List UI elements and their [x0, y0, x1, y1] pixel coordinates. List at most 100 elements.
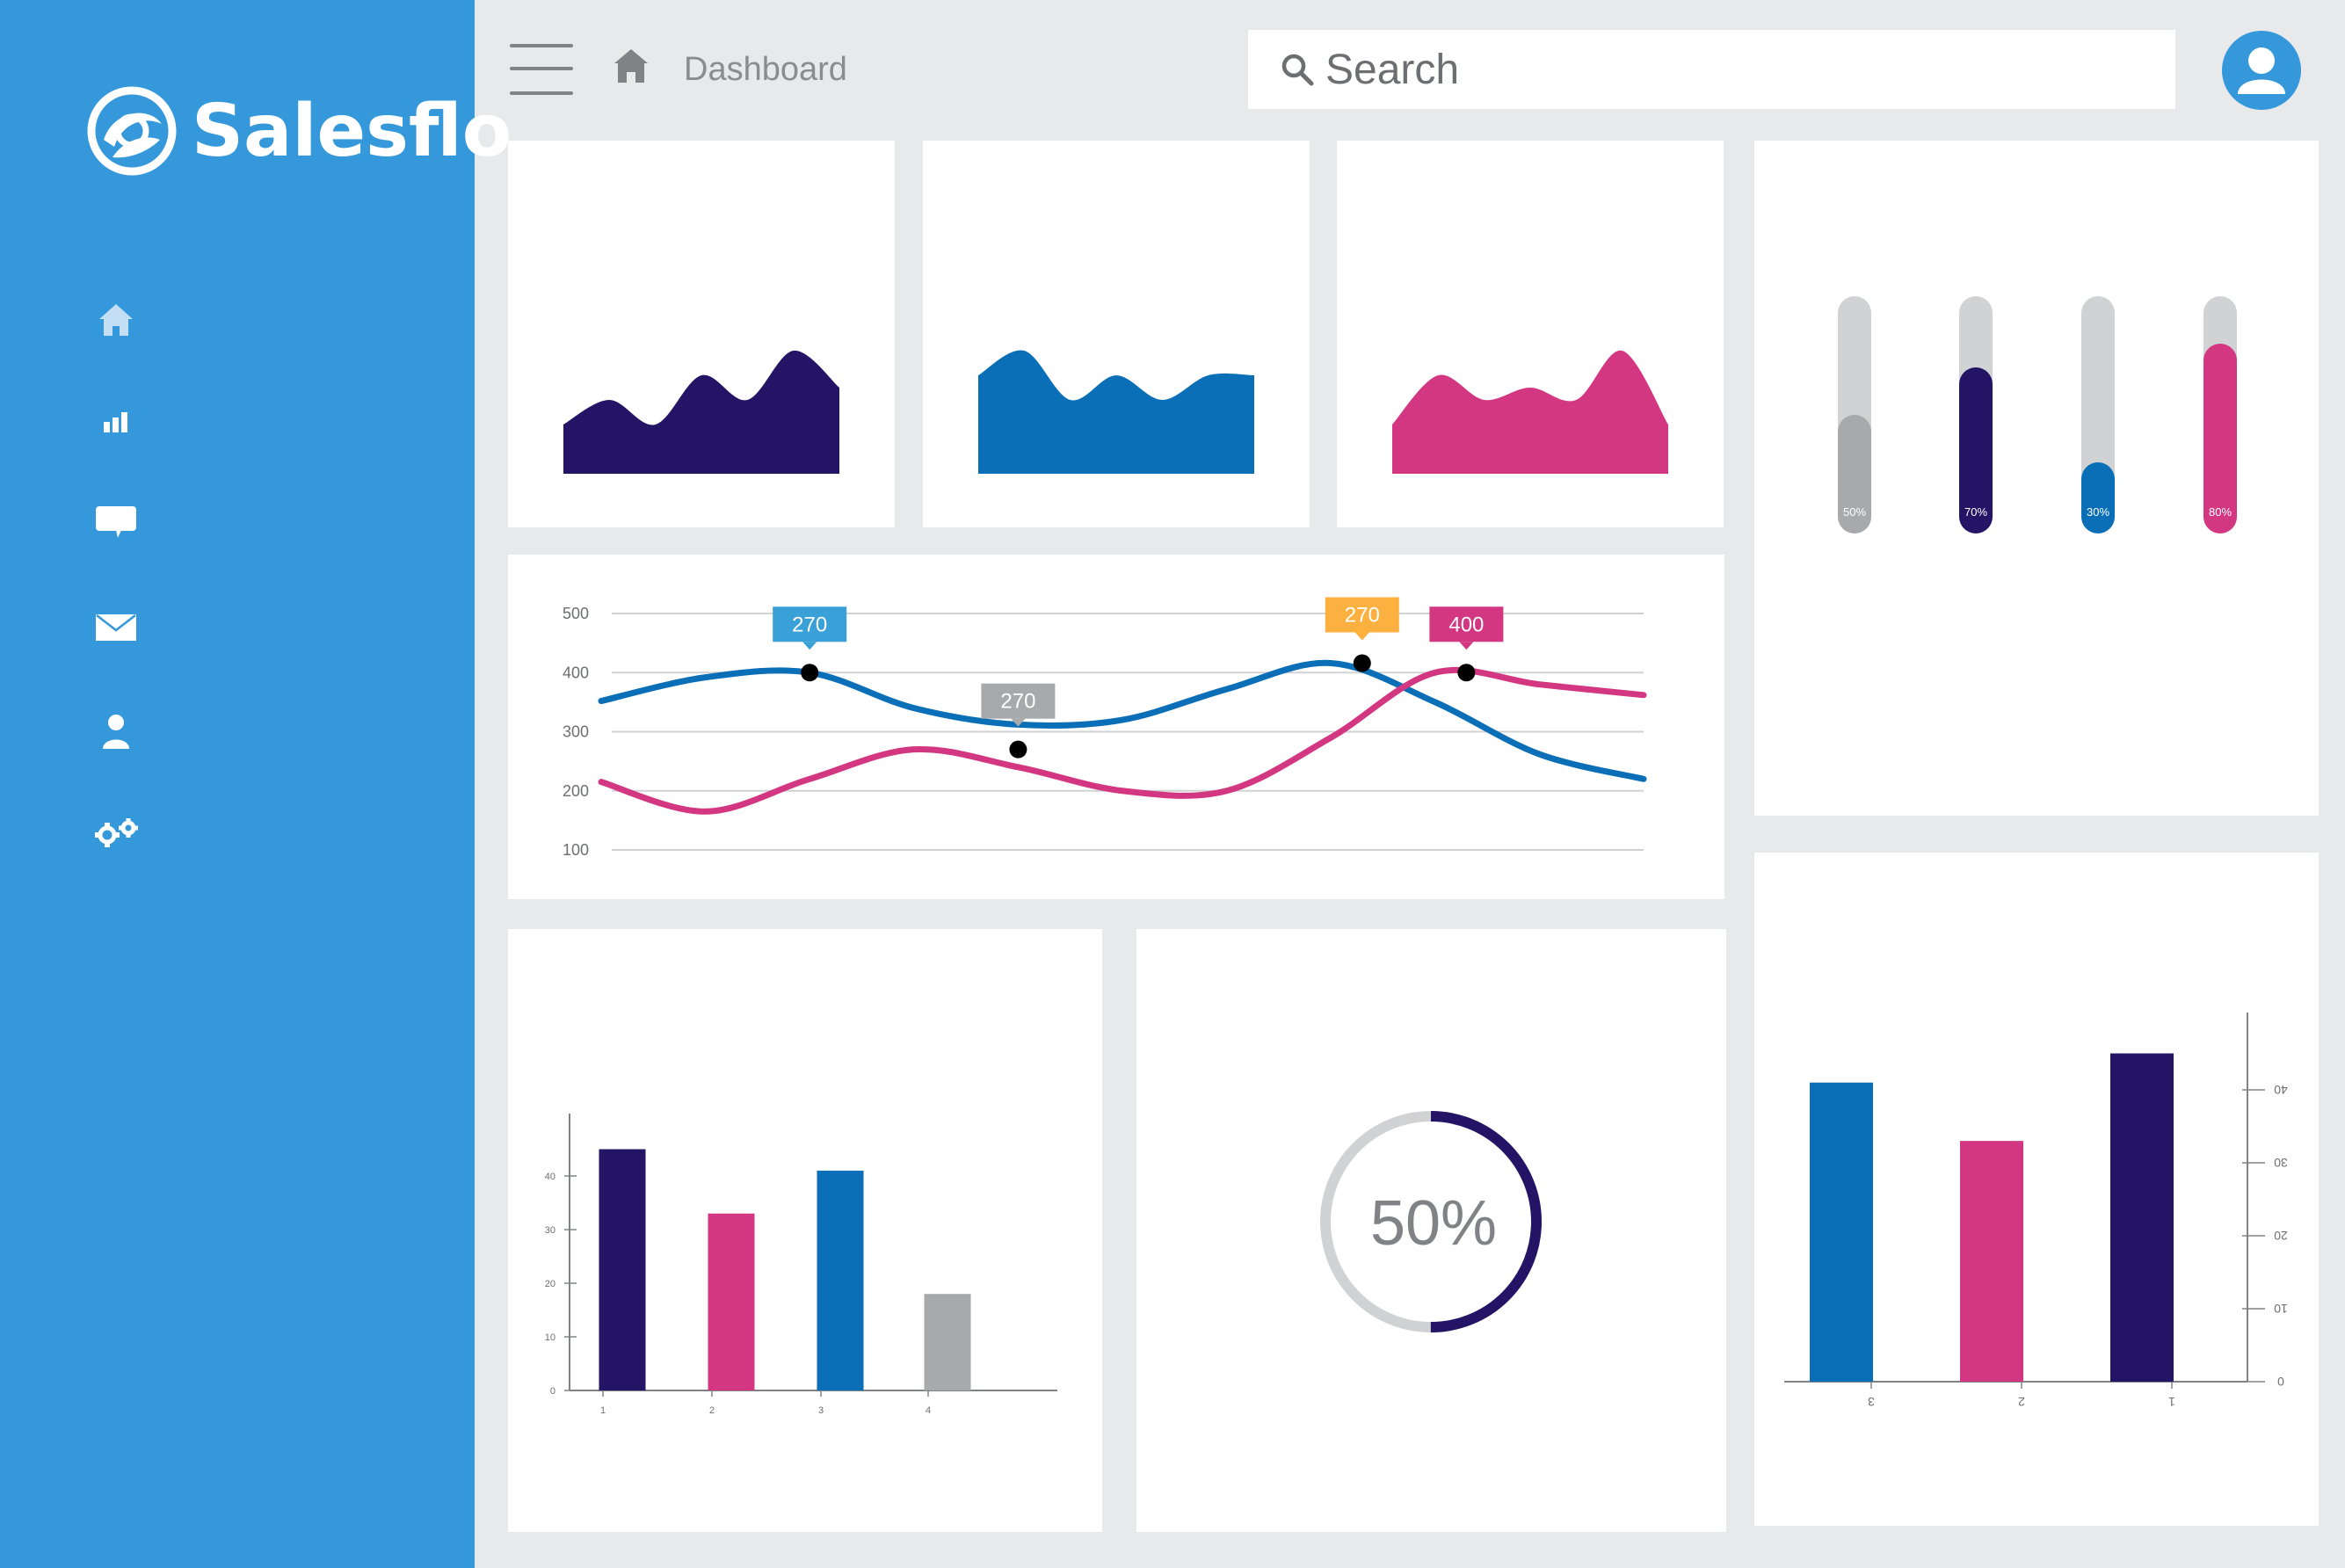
sidebar: Salesflo.	[0, 0, 539, 1568]
x-tick-label: 4	[926, 1405, 931, 1416]
callout-pointer	[1354, 632, 1369, 641]
callout-label: 270	[1345, 603, 1380, 627]
area-fill	[1392, 350, 1668, 474]
y-tick-label: 0	[550, 1386, 555, 1397]
data-point	[1009, 740, 1027, 759]
callout-label: 270	[1000, 690, 1035, 714]
x-tick-label: 1	[2168, 1395, 2175, 1409]
area-fill	[978, 350, 1254, 474]
progress-fill	[2081, 462, 2115, 534]
y-tick-label: 30	[2274, 1156, 2288, 1170]
bar	[817, 1170, 864, 1390]
progress-bars-chart: 50% 70% 30% 80%	[1838, 296, 2237, 534]
sidebar-item-profile[interactable]	[88, 703, 144, 759]
y-tick-label: 200	[563, 782, 589, 800]
callout-pointer	[802, 642, 817, 650]
y-tick-label: 0	[2277, 1375, 2284, 1389]
breadcrumb-current: Dashboard	[684, 51, 847, 88]
line-chart: 100 200 300 400 500 270 270 270 400	[563, 597, 1647, 859]
area-fill	[563, 350, 839, 474]
progress-label: 70%	[1964, 505, 1987, 519]
bar-chart-card: 0 10 20 30 40 1 2 3 4	[508, 929, 1102, 1532]
callout-pointer	[1011, 718, 1026, 727]
x-tick-label: 3	[1868, 1395, 1875, 1409]
area-chart-card-1	[508, 141, 895, 527]
callout-label: 400	[1448, 613, 1484, 636]
area-chart-card-3	[1337, 141, 1724, 527]
callout-box	[1325, 597, 1399, 633]
area-chart-card-2	[923, 141, 1310, 527]
sidebar-item-home[interactable]	[88, 292, 144, 348]
y-tick-label: 100	[563, 841, 589, 859]
sidebar-item-analytics[interactable]	[88, 394, 144, 450]
callout-pointer	[1459, 642, 1474, 650]
mirrored-bar-chart: 0 10 20 30 40 3 2 1	[1784, 1013, 2288, 1409]
x-tick-label: 2	[709, 1405, 715, 1416]
search-icon	[1281, 54, 1314, 86]
area-chart-1	[563, 350, 839, 474]
mail-icon	[96, 614, 136, 641]
search-box[interactable]	[1248, 30, 2175, 109]
bar	[924, 1294, 971, 1390]
bar	[2110, 1053, 2174, 1382]
y-tick-label: 30	[545, 1225, 555, 1236]
y-tick-label: 40	[2274, 1083, 2288, 1097]
sidebar-item-mail[interactable]	[88, 599, 144, 656]
y-tick-label: 400	[563, 664, 589, 681]
progress-label: 80%	[2209, 505, 2232, 519]
y-tick-label: 20	[545, 1279, 555, 1289]
callout-box	[981, 683, 1056, 719]
bar-chart: 0 10 20 30 40 1 2 3 4	[545, 1114, 1057, 1416]
callout-box	[1429, 606, 1504, 642]
x-tick-label: 3	[818, 1405, 824, 1416]
user-avatar[interactable]	[2222, 31, 2301, 110]
data-point	[801, 664, 819, 682]
gear-icon	[95, 818, 138, 847]
progress-label: 30%	[2087, 505, 2109, 519]
series-line	[598, 659, 1647, 782]
y-tick-label: 10	[545, 1332, 555, 1343]
bar	[708, 1213, 755, 1390]
breadcrumb-home-icon[interactable]	[611, 46, 651, 86]
chat-icon	[96, 506, 136, 538]
salesflo-logo-icon	[87, 86, 177, 176]
bar	[599, 1149, 646, 1390]
y-tick-label: 300	[563, 723, 589, 741]
y-tick-label: 500	[563, 605, 589, 622]
progress-fill	[1838, 415, 1871, 534]
data-point	[1457, 664, 1476, 682]
progress-label: 50%	[1843, 505, 1866, 519]
sidebar-item-settings[interactable]	[88, 805, 144, 861]
area-chart-2	[978, 350, 1254, 474]
donut-value-arc	[1320, 1111, 1542, 1332]
line-chart-card: 100 200 300 400 500 270 270 270 400	[508, 555, 1724, 899]
bar	[1810, 1082, 1873, 1382]
progress-fill	[1959, 367, 1993, 534]
bar	[1960, 1141, 2023, 1382]
progress-bars-card: 50% 70% 30% 80%	[1754, 141, 2319, 816]
bar-chart-icon	[104, 412, 127, 432]
user-avatar-icon	[2238, 47, 2285, 94]
y-tick-label: 40	[545, 1172, 555, 1182]
y-tick-label: 20	[2274, 1229, 2288, 1243]
sidebar-item-messages[interactable]	[88, 494, 144, 550]
brand-logo[interactable]: Salesflo.	[86, 83, 539, 179]
home-icon	[99, 304, 133, 336]
x-tick-label: 1	[600, 1405, 606, 1416]
hamburger-menu-button[interactable]	[510, 42, 573, 98]
donut-label: 50%	[1370, 1188, 1497, 1259]
mirrored-bar-chart-card: 0 10 20 30 40 3 2 1	[1754, 853, 2319, 1526]
area-chart-3	[1392, 350, 1668, 474]
donut-chart: 50%	[1320, 1111, 1542, 1332]
search-input[interactable]	[1325, 45, 2116, 94]
callout-box	[773, 606, 847, 642]
progress-fill	[2203, 344, 2237, 534]
data-point	[1353, 654, 1371, 672]
brand-name: Salesflo.	[192, 89, 540, 173]
top-bar: Dashboard	[475, 0, 2345, 132]
y-tick-label: 10	[2274, 1302, 2288, 1316]
donut-chart-card: 50%	[1136, 929, 1726, 1532]
x-tick-label: 2	[2018, 1395, 2025, 1409]
user-icon	[103, 715, 129, 749]
callout-label: 270	[792, 613, 827, 636]
